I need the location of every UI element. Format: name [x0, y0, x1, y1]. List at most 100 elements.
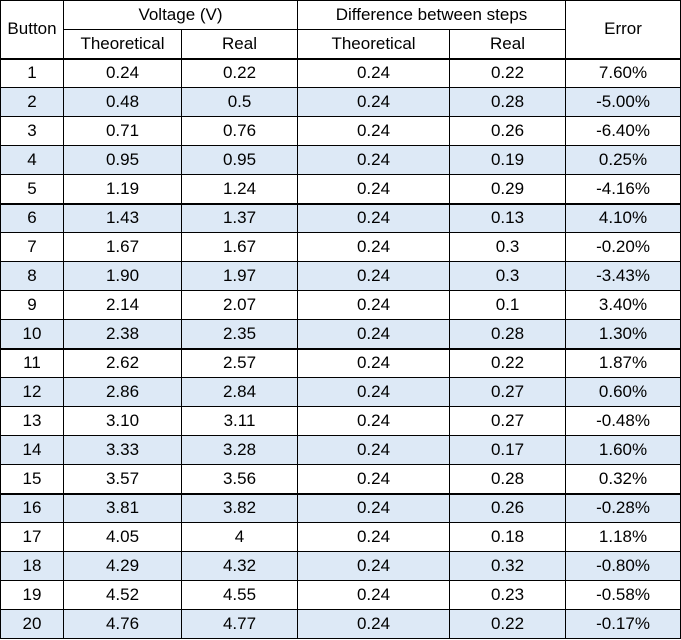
- cell-difference-real: 0.26: [449, 492, 567, 523]
- header-button: Button: [0, 0, 64, 60]
- cell-error: -3.43%: [565, 261, 681, 291]
- cell-difference-theoretical: 0.24: [297, 116, 451, 146]
- cell-button: 12: [0, 377, 64, 407]
- table-row: 14 3.33 3.28 0.24 0.17 1.60%: [0, 435, 681, 465]
- cell-voltage-theoretical: 3.33: [63, 435, 182, 465]
- cell-voltage-theoretical: 3.81: [63, 492, 182, 523]
- cell-button: 18: [0, 551, 64, 581]
- cell-difference-theoretical: 0.24: [297, 145, 451, 175]
- cell-voltage-theoretical: 2.38: [63, 319, 182, 349]
- cell-button: 3: [0, 116, 64, 146]
- cell-voltage-real: 0.95: [180, 145, 299, 175]
- cell-error: 1.18%: [565, 522, 681, 552]
- cell-error: 1.87%: [565, 347, 681, 378]
- cell-difference-theoretical: 0.24: [297, 87, 451, 117]
- cell-difference-theoretical: 0.24: [297, 377, 451, 407]
- table-row: 2 0.48 0.5 0.24 0.28 -5.00%: [0, 87, 681, 117]
- cell-voltage-theoretical: 4.52: [63, 580, 182, 610]
- cell-voltage-real: 3.56: [180, 464, 299, 494]
- cell-button: 17: [0, 522, 64, 552]
- cell-button: 9: [0, 290, 64, 320]
- cell-button: 7: [0, 232, 64, 262]
- cell-voltage-theoretical: 2.14: [63, 290, 182, 320]
- cell-voltage-theoretical: 1.90: [63, 261, 182, 291]
- cell-button: 19: [0, 580, 64, 610]
- table-row: 18 4.29 4.32 0.24 0.32 -0.80%: [0, 551, 681, 581]
- cell-difference-theoretical: 0.24: [297, 551, 451, 581]
- cell-voltage-theoretical: 0.24: [63, 58, 182, 88]
- cell-difference-real: 0.3: [449, 261, 567, 291]
- table-row: 17 4.05 4 0.24 0.18 1.18%: [0, 522, 681, 552]
- table-row: 4 0.95 0.95 0.24 0.19 0.25%: [0, 145, 681, 175]
- table-row: 15 3.57 3.56 0.24 0.28 0.32%: [0, 464, 681, 494]
- header-difference-group: Difference between steps: [297, 0, 567, 30]
- cell-difference-real: 0.17: [449, 435, 567, 465]
- cell-voltage-real: 1.24: [180, 174, 299, 204]
- cell-button: 10: [0, 319, 64, 349]
- cell-voltage-real: 2.07: [180, 290, 299, 320]
- cell-difference-real: 0.22: [449, 58, 567, 88]
- cell-button: 4: [0, 145, 64, 175]
- cell-difference-theoretical: 0.24: [297, 319, 451, 349]
- cell-button: 6: [0, 202, 64, 233]
- cell-difference-real: 0.28: [449, 319, 567, 349]
- cell-voltage-real: 2.35: [180, 319, 299, 349]
- table-row: 20 4.76 4.77 0.24 0.22 -0.17%: [0, 609, 681, 639]
- cell-button: 20: [0, 609, 64, 639]
- cell-button: 14: [0, 435, 64, 465]
- cell-difference-real: 0.1: [449, 290, 567, 320]
- table-row: 19 4.52 4.55 0.24 0.23 -0.58%: [0, 580, 681, 610]
- cell-voltage-real: 1.37: [180, 202, 299, 233]
- cell-voltage-real: 3.28: [180, 435, 299, 465]
- cell-error: 1.30%: [565, 319, 681, 349]
- cell-difference-real: 0.26: [449, 116, 567, 146]
- cell-button: 8: [0, 261, 64, 291]
- cell-difference-theoretical: 0.24: [297, 609, 451, 639]
- header-row-top: Button Voltage (V) Difference between st…: [0, 0, 681, 60]
- cell-voltage-real: 4: [180, 522, 299, 552]
- cell-voltage-real: 1.97: [180, 261, 299, 291]
- table-row: 3 0.71 0.76 0.24 0.26 -6.40%: [0, 116, 681, 146]
- table-row: 5 1.19 1.24 0.24 0.29 -4.16%: [0, 174, 681, 204]
- cell-voltage-real: 4.55: [180, 580, 299, 610]
- cell-error: 0.60%: [565, 377, 681, 407]
- cell-difference-theoretical: 0.24: [297, 232, 451, 262]
- cell-button: 5: [0, 174, 64, 204]
- cell-button: 1: [0, 58, 64, 88]
- cell-error: 4.10%: [565, 202, 681, 233]
- cell-error: -4.16%: [565, 174, 681, 204]
- cell-difference-real: 0.27: [449, 377, 567, 407]
- cell-difference-theoretical: 0.24: [297, 435, 451, 465]
- cell-error: -0.28%: [565, 492, 681, 523]
- cell-difference-real: 0.23: [449, 580, 567, 610]
- cell-difference-theoretical: 0.24: [297, 580, 451, 610]
- cell-difference-real: 0.3: [449, 232, 567, 262]
- cell-voltage-theoretical: 1.43: [63, 202, 182, 233]
- cell-error: 1.60%: [565, 435, 681, 465]
- table-row: 1 0.24 0.22 0.24 0.22 7.60%: [0, 58, 681, 88]
- cell-difference-theoretical: 0.24: [297, 202, 451, 233]
- cell-voltage-real: 4.77: [180, 609, 299, 639]
- cell-difference-real: 0.22: [449, 609, 567, 639]
- cell-voltage-theoretical: 4.76: [63, 609, 182, 639]
- table-row: 10 2.38 2.35 0.24 0.28 1.30%: [0, 319, 681, 349]
- header-voltage-group: Voltage (V): [62, 0, 299, 30]
- cell-voltage-theoretical: 2.86: [63, 377, 182, 407]
- cell-difference-theoretical: 0.24: [297, 406, 451, 436]
- cell-error: 7.60%: [565, 58, 681, 88]
- cell-voltage-theoretical: 4.05: [63, 522, 182, 552]
- cell-button: 11: [0, 347, 64, 378]
- header-voltage-real: Real: [180, 29, 299, 60]
- table-header: Button Voltage (V) Difference between st…: [0, 0, 681, 60]
- cell-button: 13: [0, 406, 64, 436]
- cell-difference-real: 0.28: [449, 87, 567, 117]
- cell-error: -0.58%: [565, 580, 681, 610]
- cell-voltage-real: 0.22: [180, 58, 299, 88]
- cell-error: 0.25%: [565, 145, 681, 175]
- cell-voltage-theoretical: 0.48: [63, 87, 182, 117]
- cell-difference-theoretical: 0.24: [297, 290, 451, 320]
- cell-voltage-theoretical: 1.67: [63, 232, 182, 262]
- cell-difference-theoretical: 0.24: [297, 522, 451, 552]
- cell-voltage-real: 1.67: [180, 232, 299, 262]
- cell-difference-real: 0.27: [449, 406, 567, 436]
